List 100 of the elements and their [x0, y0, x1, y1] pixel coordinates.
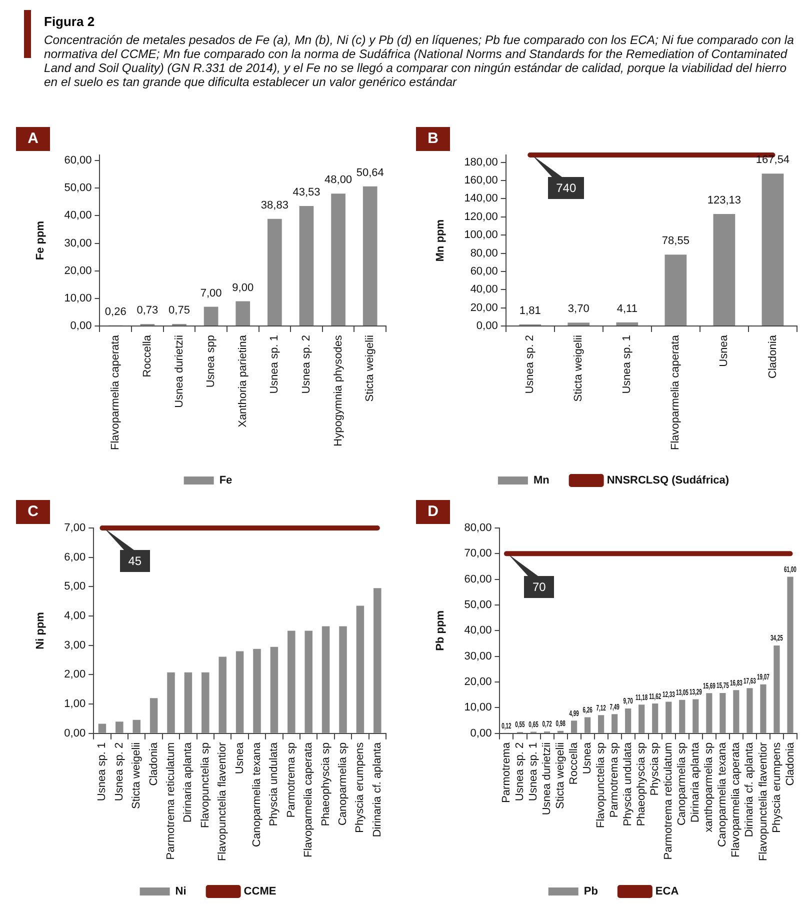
bar: [713, 214, 736, 326]
x-tick-label: Usnea durietzii: [541, 742, 554, 816]
y-tick-label: 20,00: [64, 264, 92, 277]
data-label: 7,00: [200, 287, 222, 300]
x-tick-label: Flavoparmelia caperata: [670, 334, 682, 450]
legend-label: Fe: [219, 474, 232, 487]
x-tick-label: Roccella: [141, 334, 154, 378]
y-tick-label: 0,00: [70, 320, 92, 332]
bar: [787, 576, 794, 733]
y-tick-label: 50,00: [64, 182, 92, 194]
bar: [218, 656, 226, 733]
x-tick-label: Parmotrema reticulatum: [165, 742, 178, 860]
x-tick-label: xanthoparmelia sp: [703, 742, 716, 832]
y-tick-label: 60,00: [470, 265, 498, 278]
bar: [571, 720, 578, 733]
data-label: 48,00: [324, 174, 352, 186]
bar: [612, 714, 618, 733]
bar: [288, 630, 296, 733]
bar: [204, 306, 218, 326]
data-label: 9,00: [232, 282, 254, 294]
bar: [746, 688, 753, 733]
y-tick-label: 80,00: [464, 522, 492, 534]
x-tick-label: Usnea: [582, 741, 594, 774]
x-tick-label: Roccella: [568, 742, 580, 785]
bar: [253, 648, 261, 733]
bar: [638, 704, 645, 733]
x-tick-label: Usnea sp. 1: [268, 335, 281, 394]
text: B: [416, 127, 450, 151]
legend-label: Ni: [175, 886, 186, 898]
x-tick-label: Physcia undulata: [268, 742, 280, 826]
y-tick-label: 5,00: [64, 580, 86, 593]
bar: [132, 720, 140, 733]
bar: [356, 606, 364, 733]
legend-label: Pb: [584, 886, 598, 898]
x-tick-label: Flavoparmelia caperata: [302, 742, 315, 858]
x-tick-label: Sticta weigelii: [572, 335, 585, 402]
bar: [299, 206, 314, 326]
x-tick-label: Flavoparmelia caperata: [110, 334, 122, 450]
y-tick-label: 3,00: [64, 639, 86, 652]
bar: [652, 704, 658, 733]
x-tick-label: Usnea: [718, 334, 730, 367]
data-label: 1,81: [519, 304, 541, 317]
annotation: 70: [524, 576, 554, 598]
bar: [150, 698, 158, 733]
x-tick-label: Usnea sp. 2: [524, 335, 536, 394]
x-tick-label: Canoparmelia texana: [251, 742, 264, 847]
y-tick-label: 60,00: [464, 573, 492, 586]
x-tick-label: Physcia undulata: [622, 742, 634, 826]
x-tick-label: Usnea sp. 1: [621, 335, 634, 394]
x-tick-label: Usnea spp: [205, 335, 218, 388]
data-label: 38,83: [260, 199, 288, 212]
y-tick-label: 100,00: [464, 229, 498, 242]
data-label: 78,55: [662, 235, 690, 248]
x-tick-label: Physcia sp: [649, 742, 662, 796]
x-tick-label: Parmotrema reticulatum: [662, 742, 675, 860]
y-tick-label: 40,00: [64, 210, 92, 222]
data-label: 0,75: [168, 304, 190, 317]
x-tick-label: Usnea sp. 2: [300, 335, 313, 394]
y-axis-title: Mn ppm: [434, 219, 447, 262]
y-tick-label: 180,00: [464, 156, 498, 168]
bar: [616, 322, 638, 326]
x-tick-label: Canoparmelia sp: [676, 742, 688, 826]
y-tick-label: 40,00: [464, 624, 492, 637]
x-tick-label: Parmotrema sp: [285, 742, 298, 818]
legend-label: CCME: [244, 886, 276, 898]
x-tick-label: Parmotrema: [500, 742, 513, 803]
data-label: 4,11: [616, 302, 638, 315]
y-tick-label: 1,00: [64, 698, 86, 710]
bar: [202, 672, 210, 733]
x-tick-label: Hypogymnia physodes: [332, 334, 344, 446]
x-tick-label: Dirinaria aplanta: [182, 742, 194, 822]
bar: [362, 186, 378, 326]
y-tick-label: 60,00: [64, 154, 92, 167]
bar: [679, 700, 686, 733]
chart-title: Figura 2: [44, 14, 96, 29]
data-label: 3,70: [568, 303, 590, 316]
legend-label: Mn: [533, 474, 550, 487]
data-label: 123,13: [707, 194, 742, 207]
y-tick-label: 0,00: [64, 727, 86, 740]
bar: [706, 693, 712, 733]
bar: [733, 690, 740, 733]
x-tick-label: Canoparmelia sp: [337, 742, 350, 826]
x-tick-label: Cladonia: [766, 334, 779, 378]
bar: [339, 626, 347, 733]
bar: [760, 684, 766, 733]
bar: [98, 724, 106, 733]
bar: [568, 322, 590, 326]
y-axis-title: Fe ppm: [34, 220, 47, 260]
y-tick-label: 0,00: [470, 727, 492, 740]
y-tick-label: 50,00: [464, 599, 492, 612]
x-tick-label: Flavopunctelia sp: [199, 742, 212, 828]
x-tick-label: Flavopunctelia flaventior: [216, 742, 229, 862]
x-tick-label: Usnea sp. 2: [113, 742, 126, 802]
bar: [167, 672, 175, 733]
x-tick-label: Sticta weigelii: [554, 742, 567, 810]
text: A: [16, 127, 50, 151]
bar: [304, 630, 312, 733]
y-tick-label: 2,00: [64, 668, 86, 681]
bar: [625, 708, 632, 733]
x-tick-label: Flavopunctelia sp: [595, 742, 608, 828]
